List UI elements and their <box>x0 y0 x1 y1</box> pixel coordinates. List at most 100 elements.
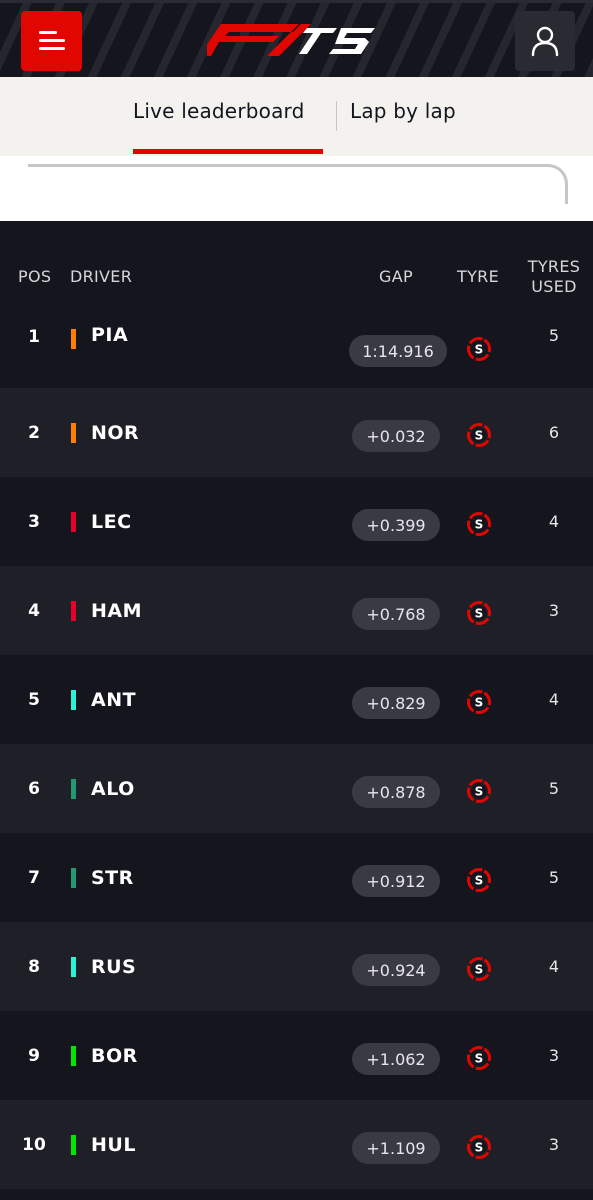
soft-tyre-icon: S <box>467 690 491 714</box>
team-color-bar <box>71 1135 76 1155</box>
header-gap: GAP <box>379 267 413 286</box>
team-color-bar <box>71 601 76 621</box>
tab-live-leaderboard[interactable]: Live leaderboard <box>133 99 305 123</box>
tyre-compound-label: S <box>475 607 484 621</box>
row-driver-code: NOR <box>91 421 140 444</box>
menu-button[interactable] <box>21 11 82 71</box>
row-gap-badge: +0.878 <box>352 776 440 808</box>
tab-divider <box>336 101 337 131</box>
track-outline <box>28 164 568 204</box>
leaderboard-row[interactable]: 9 BOR +1.062 S 3 <box>0 1011 593 1100</box>
row-position: 4 <box>28 600 40 621</box>
row-position: 9 <box>28 1045 40 1066</box>
leaderboard-row[interactable]: 1 PIA 1:14.916 S 5 <box>0 299 593 388</box>
row-gap-badge: +0.924 <box>352 954 440 986</box>
row-position: 8 <box>28 956 40 977</box>
view-tabs: Live leaderboard Lap by lap <box>0 77 593 156</box>
row-tyres-used: 5 <box>548 326 560 345</box>
row-driver-code: ANT <box>91 688 137 711</box>
soft-tyre-icon: S <box>467 1135 491 1159</box>
row-tyres-used: 4 <box>548 512 560 531</box>
user-account-icon <box>531 26 559 57</box>
row-position: 10 <box>22 1134 46 1155</box>
team-color-bar <box>71 690 76 710</box>
row-gap-badge: +0.032 <box>352 420 440 452</box>
row-tyres-used: 3 <box>548 1046 560 1065</box>
f1-75-logo <box>207 24 375 56</box>
header-top-line <box>0 0 593 3</box>
team-color-bar <box>71 329 76 349</box>
row-gap-badge: 1:14.916 <box>349 335 447 367</box>
row-driver-code: RUS <box>91 955 137 978</box>
row-tyres-used: 3 <box>548 1135 560 1154</box>
tab-lap-by-lap[interactable]: Lap by lap <box>350 99 456 123</box>
header-tyre: TYRE <box>457 267 499 286</box>
soft-tyre-icon: S <box>467 779 491 803</box>
row-gap-badge: +1.109 <box>352 1132 440 1164</box>
header-pos: POS <box>18 267 52 286</box>
tyre-compound-label: S <box>475 696 484 710</box>
soft-tyre-icon: S <box>467 601 491 625</box>
row-tyres-used: 4 <box>548 690 560 709</box>
hamburger-menu-icon <box>38 31 65 51</box>
row-position: 7 <box>28 867 40 888</box>
team-color-bar <box>71 512 76 532</box>
leaderboard-row[interactable]: 3 LEC +0.399 S 4 <box>0 477 593 566</box>
row-position: 5 <box>28 689 40 710</box>
tyre-compound-label: S <box>475 518 484 532</box>
leaderboard-table: POS DRIVER GAP TYRE TYRES USED 1 PIA 1:14.… <box>0 221 593 1200</box>
header-driver: DRIVER <box>70 267 133 286</box>
row-tyres-used: 6 <box>548 423 560 442</box>
leaderboard-row[interactable]: 5 ANT +0.829 S 4 <box>0 655 593 744</box>
row-tyres-used: 4 <box>548 957 560 976</box>
row-position: 1 <box>28 327 40 347</box>
row-gap-badge: +0.912 <box>352 865 440 897</box>
soft-tyre-icon: S <box>467 423 491 447</box>
row-driver-code: BOR <box>91 1044 138 1067</box>
row-tyres-used: 3 <box>548 601 560 620</box>
team-color-bar <box>71 1046 76 1066</box>
soft-tyre-icon: S <box>467 868 491 892</box>
leaderboard-row[interactable]: 6 ALO +0.878 S 5 <box>0 744 593 833</box>
row-driver-code: STR <box>91 866 134 889</box>
active-tab-indicator <box>133 149 323 154</box>
tyre-compound-label: S <box>475 1141 484 1155</box>
leaderboard-row[interactable]: 4 HAM +0.768 S 3 <box>0 566 593 655</box>
row-driver-code: ALO <box>91 777 135 800</box>
leaderboard-row[interactable]: 10 HUL +1.109 S 3 <box>0 1100 593 1189</box>
track-map-panel <box>0 156 593 221</box>
leaderboard-row[interactable]: 2 NOR +0.032 S 6 <box>0 388 593 477</box>
row-position: 2 <box>28 422 40 443</box>
app-header <box>0 0 593 77</box>
soft-tyre-icon: S <box>467 337 491 361</box>
row-gap-badge: +0.768 <box>352 598 440 630</box>
row-tyres-used: 5 <box>548 779 560 798</box>
team-color-bar <box>71 957 76 977</box>
team-color-bar <box>71 423 76 443</box>
row-driver-code: HAM <box>91 599 143 622</box>
soft-tyre-icon: S <box>467 512 491 536</box>
row-driver-code: PIA <box>91 324 129 346</box>
tyre-compound-label: S <box>475 963 484 977</box>
header-tyres-used: TYRES USED <box>524 257 584 297</box>
row-driver-code: LEC <box>91 510 132 533</box>
leaderboard-row[interactable]: 7 STR +0.912 S 5 <box>0 833 593 922</box>
soft-tyre-icon: S <box>467 957 491 981</box>
tyre-compound-label: S <box>475 343 484 357</box>
row-tyres-used: 5 <box>548 868 560 887</box>
row-gap-badge: +0.829 <box>352 687 440 719</box>
header-tyres-used-line1: TYRES <box>527 257 581 276</box>
tyre-compound-label: S <box>475 785 484 799</box>
tyre-compound-label: S <box>475 429 484 443</box>
row-gap-badge: +0.399 <box>352 509 440 541</box>
team-color-bar <box>71 779 76 799</box>
row-position: 3 <box>28 511 40 532</box>
row-driver-code: HUL <box>91 1133 136 1156</box>
tyre-compound-label: S <box>475 874 484 888</box>
account-button[interactable] <box>515 11 575 71</box>
header-tyres-used-line2: USED <box>531 277 577 296</box>
team-color-bar <box>71 868 76 888</box>
tyre-compound-label: S <box>475 1052 484 1066</box>
row-position: 6 <box>28 778 40 799</box>
leaderboard-row[interactable]: 8 RUS +0.924 S 4 <box>0 922 593 1011</box>
